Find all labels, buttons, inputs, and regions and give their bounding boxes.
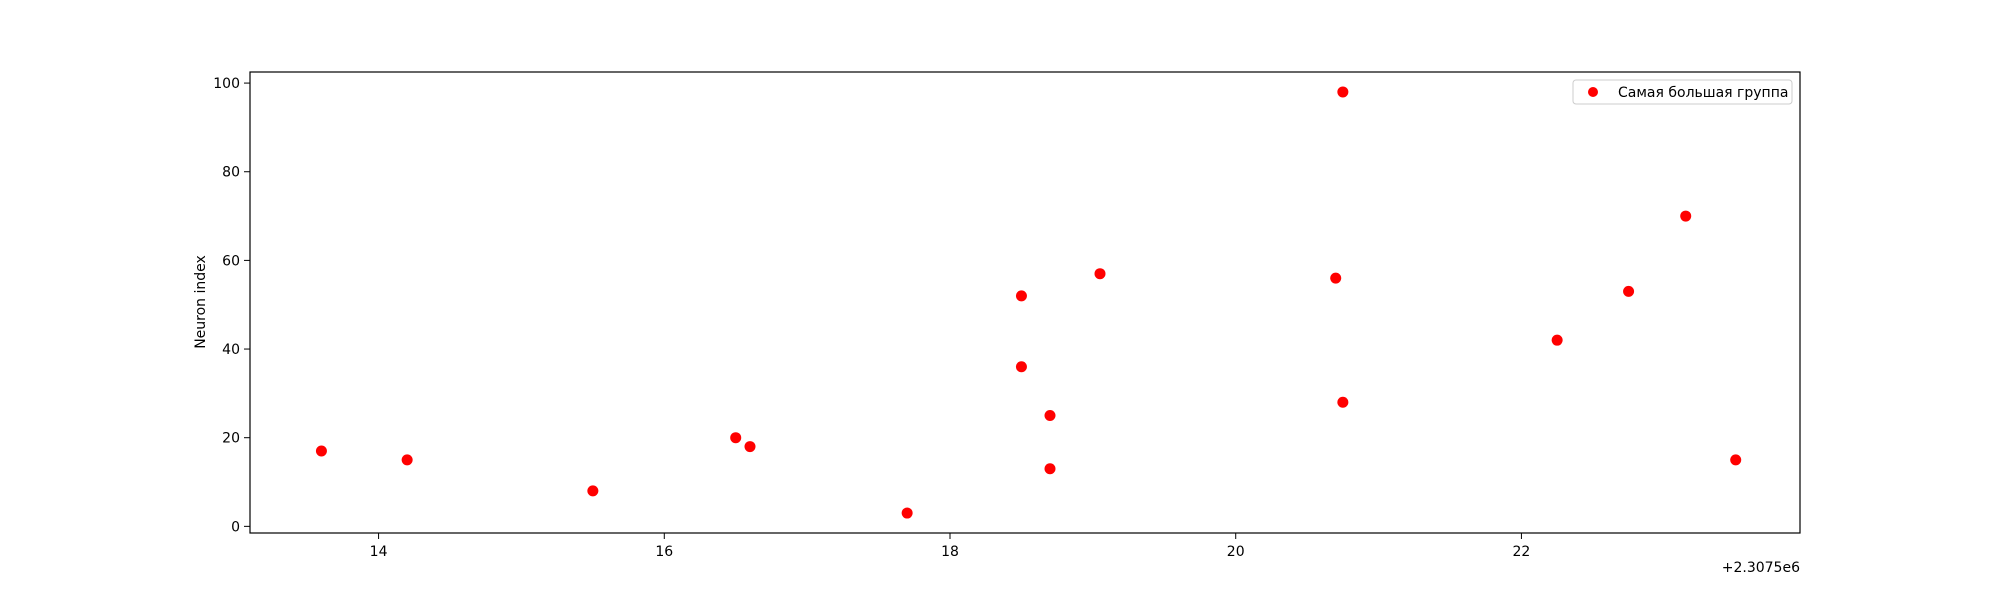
data-point: [1044, 463, 1056, 475]
x-tick-label: 22: [1513, 544, 1531, 560]
data-point: [401, 454, 413, 466]
x-tick-label: 20: [1227, 544, 1245, 560]
y-axis: 0 20 40 60 80 100: [213, 76, 250, 535]
y-tick-label: 60: [222, 253, 240, 269]
data-point: [1015, 361, 1027, 373]
data-point: [1094, 268, 1106, 280]
legend: Самая большая группа: [1572, 79, 1793, 105]
y-tick-label: 20: [222, 431, 240, 447]
y-tick-label: 40: [222, 342, 240, 358]
x-tick-label: 16: [655, 544, 673, 560]
data-point: [315, 445, 327, 457]
y-tick-label: 80: [222, 165, 240, 181]
legend-marker: [1588, 87, 1598, 97]
y-tick-label: 0: [231, 519, 240, 535]
data-point: [1330, 272, 1342, 284]
data-point: [587, 485, 599, 497]
plot-area: [315, 86, 1742, 519]
data-point: [1044, 410, 1056, 422]
x-axis: 14 16 18 20 22: [370, 533, 1531, 560]
data-point: [1680, 210, 1692, 222]
data-point: [1337, 86, 1349, 98]
data-point: [744, 441, 756, 453]
legend-box: [1572, 79, 1793, 105]
x-tick-label: 18: [941, 544, 959, 560]
x-axis-offset-label: +2.3075e6: [1722, 560, 1800, 576]
legend-label: Самая большая группа: [1618, 85, 1788, 101]
data-point: [1623, 285, 1635, 297]
data-point: [1015, 290, 1027, 302]
axes-frame: [249, 71, 1801, 534]
x-tick-label: 14: [370, 544, 388, 560]
data-point: [1730, 454, 1742, 466]
data-point: [1551, 334, 1563, 346]
y-tick-label: 100: [213, 76, 240, 92]
data-point: [1337, 396, 1349, 408]
y-axis-label: Neuron index: [193, 255, 209, 349]
data-point: [730, 432, 742, 444]
data-point: [901, 507, 913, 519]
